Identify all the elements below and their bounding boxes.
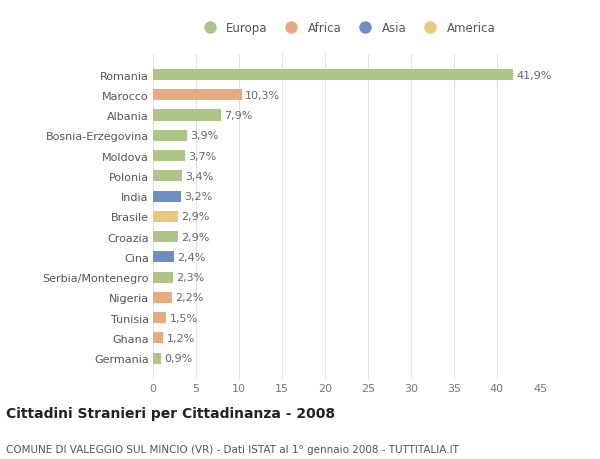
Text: 2,4%: 2,4%: [177, 252, 205, 262]
Bar: [153, 231, 178, 243]
Bar: [153, 110, 221, 121]
Bar: [153, 353, 161, 364]
Text: 0,9%: 0,9%: [164, 353, 193, 364]
Text: 2,2%: 2,2%: [175, 293, 204, 303]
Bar: [153, 252, 173, 263]
Bar: [153, 292, 172, 303]
Text: 1,2%: 1,2%: [167, 333, 195, 343]
Bar: [153, 333, 163, 344]
Text: 2,9%: 2,9%: [181, 212, 210, 222]
Text: Cittadini Stranieri per Cittadinanza - 2008: Cittadini Stranieri per Cittadinanza - 2…: [6, 406, 335, 420]
Legend: Europa, Africa, Asia, America: Europa, Africa, Asia, America: [198, 22, 495, 35]
Bar: [153, 313, 166, 324]
Bar: [153, 70, 514, 81]
Text: 3,2%: 3,2%: [184, 192, 212, 202]
Text: 2,3%: 2,3%: [176, 273, 205, 283]
Text: 7,9%: 7,9%: [224, 111, 253, 121]
Bar: [153, 151, 185, 162]
Bar: [153, 90, 242, 101]
Bar: [153, 191, 181, 202]
Text: COMUNE DI VALEGGIO SUL MINCIO (VR) - Dati ISTAT al 1° gennaio 2008 - TUTTITALIA.: COMUNE DI VALEGGIO SUL MINCIO (VR) - Dat…: [6, 444, 459, 454]
Text: 10,3%: 10,3%: [245, 90, 280, 101]
Bar: [153, 211, 178, 223]
Bar: [153, 130, 187, 141]
Text: 2,9%: 2,9%: [181, 232, 210, 242]
Text: 1,5%: 1,5%: [169, 313, 197, 323]
Bar: [153, 272, 173, 283]
Text: 41,9%: 41,9%: [517, 70, 552, 80]
Text: 3,7%: 3,7%: [188, 151, 217, 161]
Bar: [153, 171, 182, 182]
Text: 3,9%: 3,9%: [190, 131, 218, 141]
Text: 3,4%: 3,4%: [185, 172, 214, 181]
